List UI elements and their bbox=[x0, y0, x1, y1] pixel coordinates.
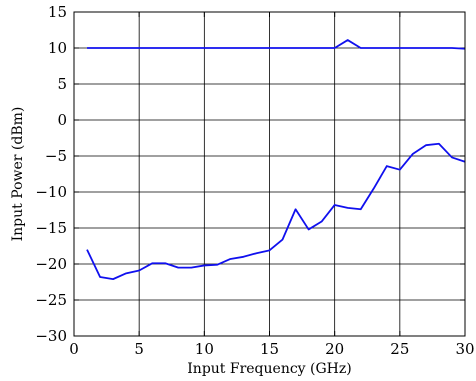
x-tick-label: 25 bbox=[390, 340, 409, 358]
plot-frame bbox=[73, 11, 466, 337]
x-tick-label: 10 bbox=[195, 340, 214, 358]
y-tick-label: −30 bbox=[35, 327, 67, 345]
x-tick-label: 5 bbox=[134, 340, 144, 358]
y-tick-label: 10 bbox=[48, 39, 67, 57]
series-line-1 bbox=[87, 39, 466, 50]
y-tick-label: 15 bbox=[48, 3, 67, 21]
x-tick-label: 30 bbox=[455, 340, 474, 358]
y-tick-label: −20 bbox=[35, 255, 67, 273]
y-tick-label: −10 bbox=[35, 183, 67, 201]
x-tick-label: 15 bbox=[260, 340, 279, 358]
series-line-2 bbox=[86, 142, 466, 281]
y-tick-label: 5 bbox=[57, 75, 67, 93]
x-axis-title: Input Frequency (GHz) bbox=[187, 361, 351, 377]
y-tick-label: −25 bbox=[35, 291, 67, 309]
y-tick-labels: −30 −25 −20 −15 −10 −5 0 5 10 15 bbox=[35, 3, 67, 345]
x-tick-label: 0 bbox=[69, 340, 79, 358]
x-tick-label: 20 bbox=[325, 340, 344, 358]
series-lines bbox=[86, 39, 466, 281]
y-tick-label: 0 bbox=[57, 111, 67, 129]
x-tick-labels: 0 5 10 15 20 25 30 bbox=[69, 340, 474, 358]
y-tick-label: −15 bbox=[35, 219, 67, 237]
y-axis-title: Input Power (dBm) bbox=[10, 107, 26, 242]
y-tick-label: −5 bbox=[45, 147, 67, 165]
